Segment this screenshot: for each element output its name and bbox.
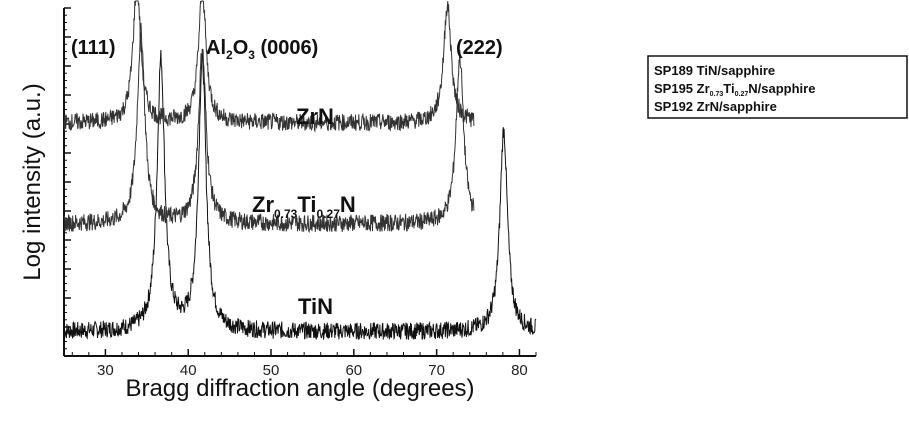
legend-zrtin-part: N/sapphire xyxy=(748,81,815,96)
series-line xyxy=(63,0,475,133)
annotation-peak-111: (111) xyxy=(71,37,115,59)
series-label-zrtin: Zr0.73Ti0.27N xyxy=(252,192,356,221)
annotation-substrate-peak: Al2O3 (0006) xyxy=(206,37,318,62)
series-label-zrtin-part: N xyxy=(340,192,356,217)
series-line xyxy=(63,48,537,341)
x-ticks: 30 40 50 60 70 80 xyxy=(71,349,537,379)
series-layer xyxy=(63,0,537,341)
annotation-substrate-sub: 3 xyxy=(248,48,255,62)
legend-box xyxy=(647,55,908,119)
legend-zrtin-sub: 0.73 xyxy=(710,91,724,98)
legend-entry-zrtin: SP195 Zr0.73Ti0.27N/sapphire xyxy=(654,81,815,98)
plot-area: 30 40 50 60 70 80 xyxy=(63,0,537,379)
x-tick-label: 80 xyxy=(511,362,528,379)
legend-zrtin-part: SP195 Zr xyxy=(654,81,710,96)
annotation-substrate-part: Al xyxy=(206,37,226,59)
y-axis-title: Log intensity (a.u.) xyxy=(19,83,46,280)
legend-entry-zrn: SP192 ZrN/sapphire xyxy=(654,99,777,114)
series-label-zrtin-part: Ti xyxy=(297,192,316,217)
annotation-substrate-sub: 2 xyxy=(226,48,233,62)
series-label-zrtin-sub: 0.27 xyxy=(317,207,341,221)
legend-zrtin-part: Ti xyxy=(723,81,734,96)
series-line xyxy=(63,22,475,234)
legend-entry-tin: SP189 TiN/sapphire xyxy=(654,63,775,78)
annotation-substrate-part: (0006) xyxy=(255,37,318,59)
legend: SP189 TiN/sapphire SP195 Zr0.73Ti0.27N/s… xyxy=(647,55,908,119)
series-label-tin: TiN xyxy=(298,294,333,319)
x-tick-label: 30 xyxy=(97,362,114,379)
x-tick-label: 40 xyxy=(180,362,197,379)
x-tick-label: 70 xyxy=(428,362,445,379)
legend-zrtin-sub: 0.27 xyxy=(735,91,749,98)
series-label-zrn: ZrN xyxy=(296,104,334,129)
x-axis-title: Bragg diffraction angle (degrees) xyxy=(125,375,474,402)
x-tick-label: 50 xyxy=(263,362,280,379)
annotation-peak-222: (222) xyxy=(456,37,503,59)
series-label-zrtin-part: Zr xyxy=(252,192,274,217)
annotation-substrate-part: O xyxy=(233,37,249,59)
series-label-zrtin-sub: 0.73 xyxy=(274,207,298,221)
x-tick-label: 60 xyxy=(345,362,362,379)
y-ticks xyxy=(64,7,71,357)
